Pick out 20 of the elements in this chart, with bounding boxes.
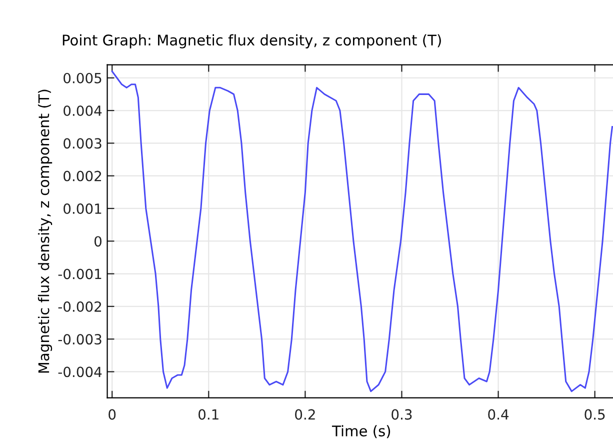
x-tick-label: 0.5 bbox=[584, 409, 605, 420]
line-series bbox=[111, 70, 613, 392]
x-tick-label: 0.3 bbox=[392, 409, 412, 420]
x-tick-label: 0.2 bbox=[295, 409, 315, 420]
y-tick-label: 0.003 bbox=[64, 138, 102, 149]
y-tick-label: 0.002 bbox=[64, 170, 102, 182]
x-tick-label: 0.1 bbox=[198, 409, 218, 420]
y-tick-label: 0.004 bbox=[64, 105, 102, 116]
y-tick-label: 0.001 bbox=[64, 203, 102, 214]
chart-title: Point Graph: Magnetic flux density, z component (T) bbox=[62, 34, 441, 48]
x-tick-label: 0 bbox=[108, 409, 116, 420]
y-tick-label: 0.005 bbox=[64, 72, 102, 84]
x-tick-label: 0.4 bbox=[488, 409, 509, 420]
y-tick-label: -0.003 bbox=[58, 334, 102, 345]
y-tick-label: -0.004 bbox=[58, 366, 102, 378]
y-tick-label: -0.002 bbox=[58, 301, 102, 312]
y-tick-label: 0 bbox=[94, 236, 102, 247]
y-tick-label: -0.001 bbox=[58, 268, 102, 280]
y-axis-title: Magnetic flux density, z component (T) bbox=[38, 90, 52, 373]
x-axis-title: Time (s) bbox=[332, 425, 390, 438]
